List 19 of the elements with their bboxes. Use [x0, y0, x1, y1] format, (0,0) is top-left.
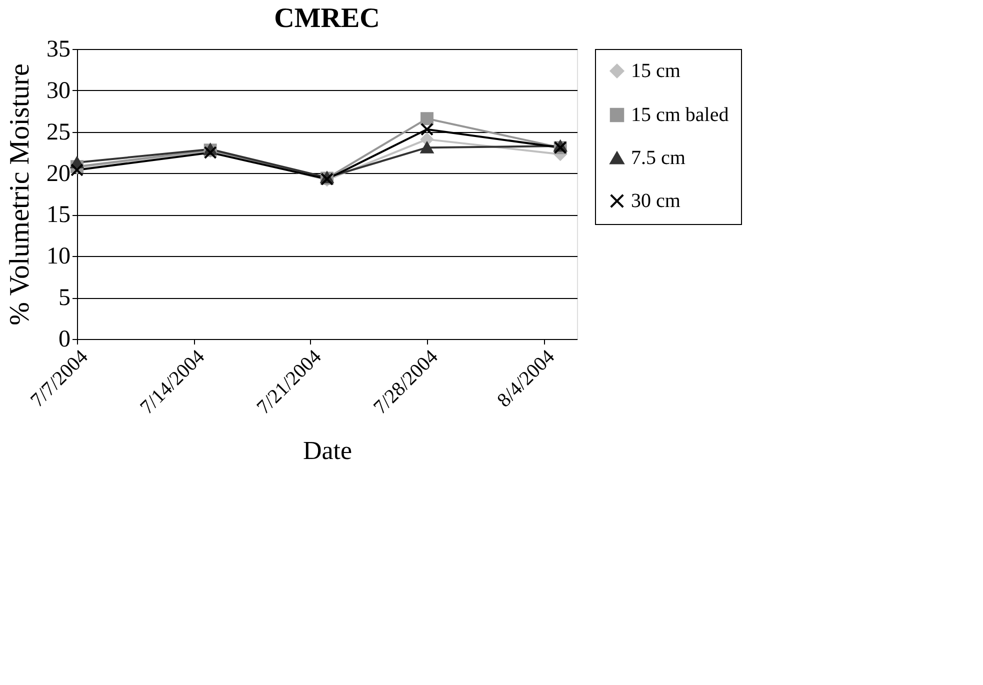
y-tick-label: 5 — [58, 285, 70, 312]
y-tick-label: 15 — [46, 202, 70, 228]
y-tick-label: 10 — [46, 244, 70, 270]
x-axis-title: Date — [302, 436, 352, 465]
y-tick-label: 20 — [46, 160, 70, 187]
y-tick-label: 35 — [46, 36, 70, 62]
legend-label: 7.5 cm — [631, 147, 686, 169]
legend-label: 30 cm — [631, 190, 681, 212]
point — [70, 163, 84, 176]
chart-title: CMREC — [274, 3, 380, 34]
point — [420, 142, 434, 154]
point — [420, 112, 434, 126]
legend-label: 15 cm — [631, 60, 681, 82]
point — [420, 122, 434, 136]
y-tick-label: 30 — [46, 78, 70, 104]
legend-label: 15 cm baled — [631, 104, 729, 126]
y-tick-label: 25 — [46, 119, 70, 146]
y-tick-label: 0 — [58, 326, 70, 352]
y-axis-title: % Volumetric Moisture — [4, 64, 36, 326]
